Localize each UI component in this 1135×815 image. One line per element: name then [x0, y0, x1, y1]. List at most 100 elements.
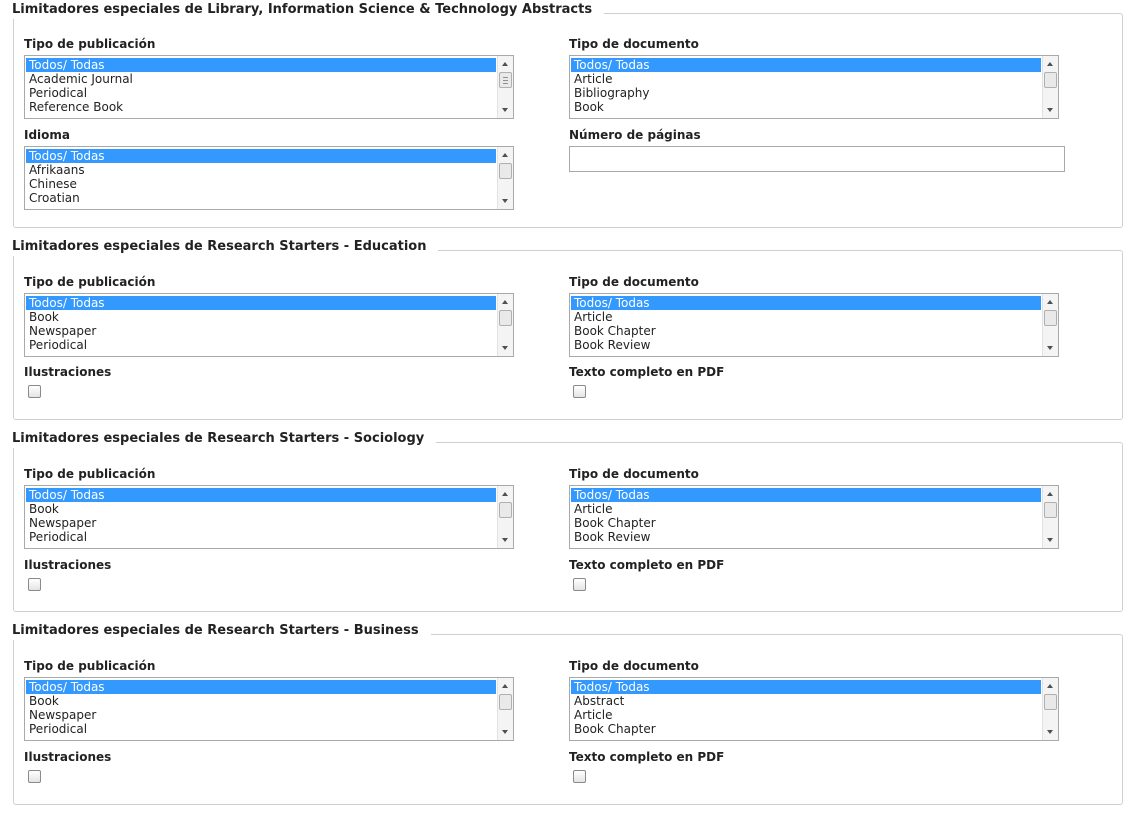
scrollbar-thumb[interactable]: [1044, 310, 1057, 326]
listbox-scrollbar[interactable]: [1042, 678, 1058, 740]
list-option[interactable]: Todos/ Todas: [571, 680, 1041, 694]
list-option[interactable]: Book Chapter: [574, 516, 656, 530]
pdf-full-text-checkbox[interactable]: [573, 770, 586, 783]
list-option[interactable]: Academic Journal: [29, 72, 133, 86]
scrollbar-thumb[interactable]: [499, 310, 512, 326]
chevron-up-icon[interactable]: [1047, 300, 1053, 304]
language-listbox[interactable]: Todos/ Todas Afrikaans Chinese Croatian: [24, 146, 514, 210]
scrollbar-thumb[interactable]: [499, 502, 512, 518]
list-option[interactable]: Croatian: [29, 191, 80, 205]
list-option[interactable]: Reference Book: [29, 100, 124, 114]
chevron-up-icon[interactable]: [1047, 492, 1053, 496]
list-option-partial: [571, 114, 1041, 118]
page-count-input[interactable]: [569, 146, 1065, 172]
list-option[interactable]: Todos/ Todas: [26, 488, 496, 502]
listbox-scrollbar[interactable]: [497, 147, 513, 209]
limiters-section-sociology: Limitadores especiales de Research Start…: [12, 430, 1123, 612]
list-option[interactable]: Article: [574, 310, 613, 324]
listbox-scrollbar[interactable]: [497, 56, 513, 118]
list-option[interactable]: Book: [574, 100, 604, 114]
listbox-scrollbar[interactable]: [497, 678, 513, 740]
list-option[interactable]: Book Review: [574, 338, 651, 352]
chevron-down-icon[interactable]: [1047, 108, 1053, 112]
illustrations-checkbox[interactable]: [28, 578, 41, 591]
list-option[interactable]: Book Chapter: [574, 722, 656, 736]
list-option[interactable]: Newspaper: [29, 324, 97, 338]
list-option[interactable]: Book: [29, 694, 59, 708]
publication-type-listbox[interactable]: Todos/ Todas Book Newspaper Periodical: [24, 293, 514, 357]
scrollbar-thumb[interactable]: [1044, 694, 1057, 710]
document-type-listbox[interactable]: Todos/ Todas Abstract Article Book Chapt…: [569, 677, 1059, 741]
list-option[interactable]: Todos/ Todas: [571, 488, 1041, 502]
chevron-up-icon[interactable]: [502, 492, 508, 496]
chevron-up-icon[interactable]: [502, 62, 508, 66]
pdf-full-text-field: Texto completo en PDF: [569, 365, 724, 398]
list-option-partial: [571, 352, 1041, 356]
list-option[interactable]: Chinese: [29, 177, 77, 191]
chevron-up-icon[interactable]: [502, 300, 508, 304]
listbox-scrollbar[interactable]: [1042, 486, 1058, 548]
document-type-listbox[interactable]: Todos/ Todas Article Book Chapter Book R…: [569, 293, 1059, 357]
scrollbar-thumb[interactable]: [1044, 72, 1057, 88]
chevron-down-icon[interactable]: [502, 108, 508, 112]
illustrations-checkbox[interactable]: [28, 385, 41, 398]
list-option[interactable]: Book Review: [574, 530, 651, 544]
scrollbar-thumb[interactable]: [499, 694, 512, 710]
publication-type-label: Tipo de publicación: [24, 275, 156, 289]
list-option[interactable]: Todos/ Todas: [26, 58, 496, 72]
list-option[interactable]: Newspaper: [29, 516, 97, 530]
chevron-down-icon[interactable]: [502, 730, 508, 734]
listbox-scrollbar[interactable]: [1042, 56, 1058, 118]
publication-type-listbox[interactable]: Todos/ Todas Book Newspaper Periodical: [24, 485, 514, 549]
limiters-section-business: Limitadores especiales de Research Start…: [12, 622, 1123, 805]
pdf-full-text-checkbox[interactable]: [573, 578, 586, 591]
list-option[interactable]: Book: [29, 502, 59, 516]
list-option[interactable]: Article: [574, 708, 613, 722]
publication-type-listbox[interactable]: Todos/ Todas Academic Journal Periodical…: [24, 55, 514, 119]
chevron-down-icon[interactable]: [502, 346, 508, 350]
illustrations-field: Ilustraciones: [24, 750, 111, 783]
list-option[interactable]: Todos/ Todas: [26, 680, 496, 694]
chevron-up-icon[interactable]: [502, 684, 508, 688]
list-option[interactable]: Todos/ Todas: [571, 58, 1041, 72]
list-option[interactable]: Periodical: [29, 722, 88, 736]
document-type-listbox[interactable]: Todos/ Todas Article Book Chapter Book R…: [569, 485, 1059, 549]
list-option[interactable]: Todos/ Todas: [26, 296, 496, 310]
listbox-scrollbar[interactable]: [497, 294, 513, 356]
list-option[interactable]: Bibliography: [574, 86, 650, 100]
illustrations-checkbox[interactable]: [28, 770, 41, 783]
list-option[interactable]: Periodical: [29, 338, 88, 352]
list-option[interactable]: Todos/ Todas: [571, 296, 1041, 310]
list-option[interactable]: Book Chapter: [574, 324, 656, 338]
chevron-up-icon[interactable]: [502, 153, 508, 157]
list-option[interactable]: Book: [29, 310, 59, 324]
chevron-down-icon[interactable]: [502, 538, 508, 542]
chevron-down-icon[interactable]: [1047, 346, 1053, 350]
scrollbar-thumb[interactable]: [499, 163, 512, 179]
scrollbar-thumb[interactable]: [1044, 502, 1057, 518]
list-option[interactable]: Afrikaans: [29, 163, 85, 177]
document-type-field: Tipo de documento Todos/ Todas Article B…: [569, 275, 1059, 357]
publication-type-listbox[interactable]: Todos/ Todas Book Newspaper Periodical: [24, 677, 514, 741]
list-option[interactable]: Todos/ Todas: [26, 149, 496, 163]
listbox-scrollbar[interactable]: [497, 486, 513, 548]
chevron-up-icon[interactable]: [1047, 684, 1053, 688]
list-option[interactable]: Periodical: [29, 530, 88, 544]
chevron-down-icon[interactable]: [1047, 538, 1053, 542]
scrollbar-thumb[interactable]: [499, 72, 512, 88]
document-type-label: Tipo de documento: [569, 467, 699, 481]
publication-type-label: Tipo de publicación: [24, 659, 156, 673]
list-option[interactable]: Article: [574, 72, 613, 86]
chevron-up-icon[interactable]: [1047, 62, 1053, 66]
chevron-down-icon[interactable]: [1047, 730, 1053, 734]
list-option-partial: [26, 114, 496, 118]
chevron-down-icon[interactable]: [502, 199, 508, 203]
illustrations-label: Ilustraciones: [24, 558, 112, 572]
listbox-scrollbar[interactable]: [1042, 294, 1058, 356]
list-option[interactable]: Article: [574, 502, 613, 516]
pdf-full-text-checkbox[interactable]: [573, 385, 586, 398]
document-type-listbox[interactable]: Todos/ Todas Article Bibliography Book: [569, 55, 1059, 119]
list-option[interactable]: Abstract: [574, 694, 625, 708]
list-option[interactable]: Newspaper: [29, 708, 97, 722]
list-option[interactable]: Periodical: [29, 86, 88, 100]
